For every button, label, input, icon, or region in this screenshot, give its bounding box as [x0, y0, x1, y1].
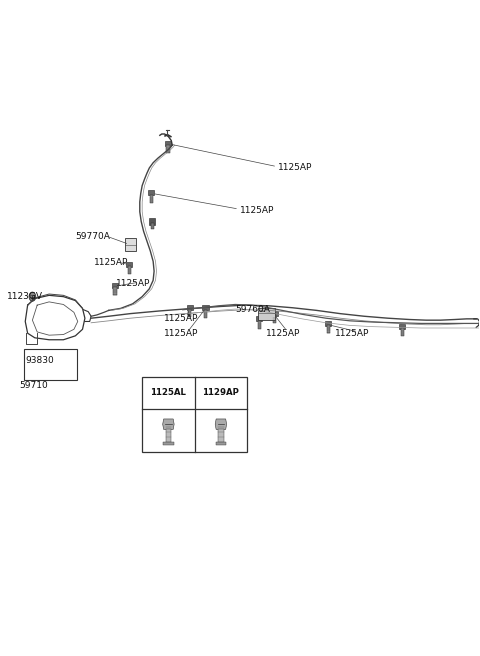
Text: 59770A: 59770A [75, 232, 110, 241]
Text: 1125AP: 1125AP [266, 329, 300, 338]
Text: 1125AP: 1125AP [95, 258, 129, 267]
Bar [399, 323, 406, 329]
Bar [165, 141, 171, 146]
Bar [256, 316, 262, 321]
Bar [218, 429, 224, 443]
Bar [187, 304, 193, 310]
Bar [166, 429, 171, 443]
Bar [24, 349, 77, 380]
Polygon shape [163, 419, 174, 430]
Bar [126, 262, 132, 266]
Polygon shape [215, 419, 227, 430]
Circle shape [29, 292, 36, 301]
Bar [142, 377, 247, 452]
Bar [128, 266, 131, 274]
Bar [204, 310, 207, 318]
Text: 1125AL: 1125AL [150, 388, 186, 398]
Bar [325, 321, 331, 326]
Bar [148, 190, 155, 195]
Text: 1125AP: 1125AP [164, 329, 198, 338]
Text: 1123GV: 1123GV [7, 292, 43, 301]
Bar [257, 321, 261, 329]
Text: 1125AP: 1125AP [336, 329, 370, 338]
Bar [216, 442, 226, 445]
Bar [258, 308, 275, 320]
Bar [188, 309, 192, 317]
Bar [167, 145, 169, 153]
Bar [271, 310, 277, 316]
Bar [124, 238, 136, 251]
Text: 1129AP: 1129AP [203, 388, 240, 398]
Bar [203, 305, 209, 310]
Bar [149, 218, 155, 225]
Bar [273, 315, 276, 323]
Text: 59710: 59710 [20, 381, 48, 390]
Text: 1125AP: 1125AP [278, 163, 312, 173]
Bar [150, 195, 153, 203]
Text: 93830: 93830 [25, 356, 54, 365]
Bar [163, 442, 174, 445]
Bar [113, 287, 117, 295]
Text: 1125AP: 1125AP [116, 279, 150, 288]
Text: 1125AP: 1125AP [240, 206, 275, 215]
Bar [151, 224, 154, 229]
Text: 59760A: 59760A [235, 305, 270, 314]
Bar [327, 325, 330, 333]
Bar [112, 283, 118, 288]
Text: 1125AP: 1125AP [164, 314, 198, 323]
Bar [401, 328, 404, 336]
